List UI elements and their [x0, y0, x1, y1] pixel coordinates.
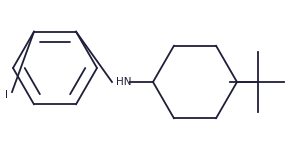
Text: HN: HN: [116, 77, 132, 87]
Text: I: I: [5, 90, 7, 100]
